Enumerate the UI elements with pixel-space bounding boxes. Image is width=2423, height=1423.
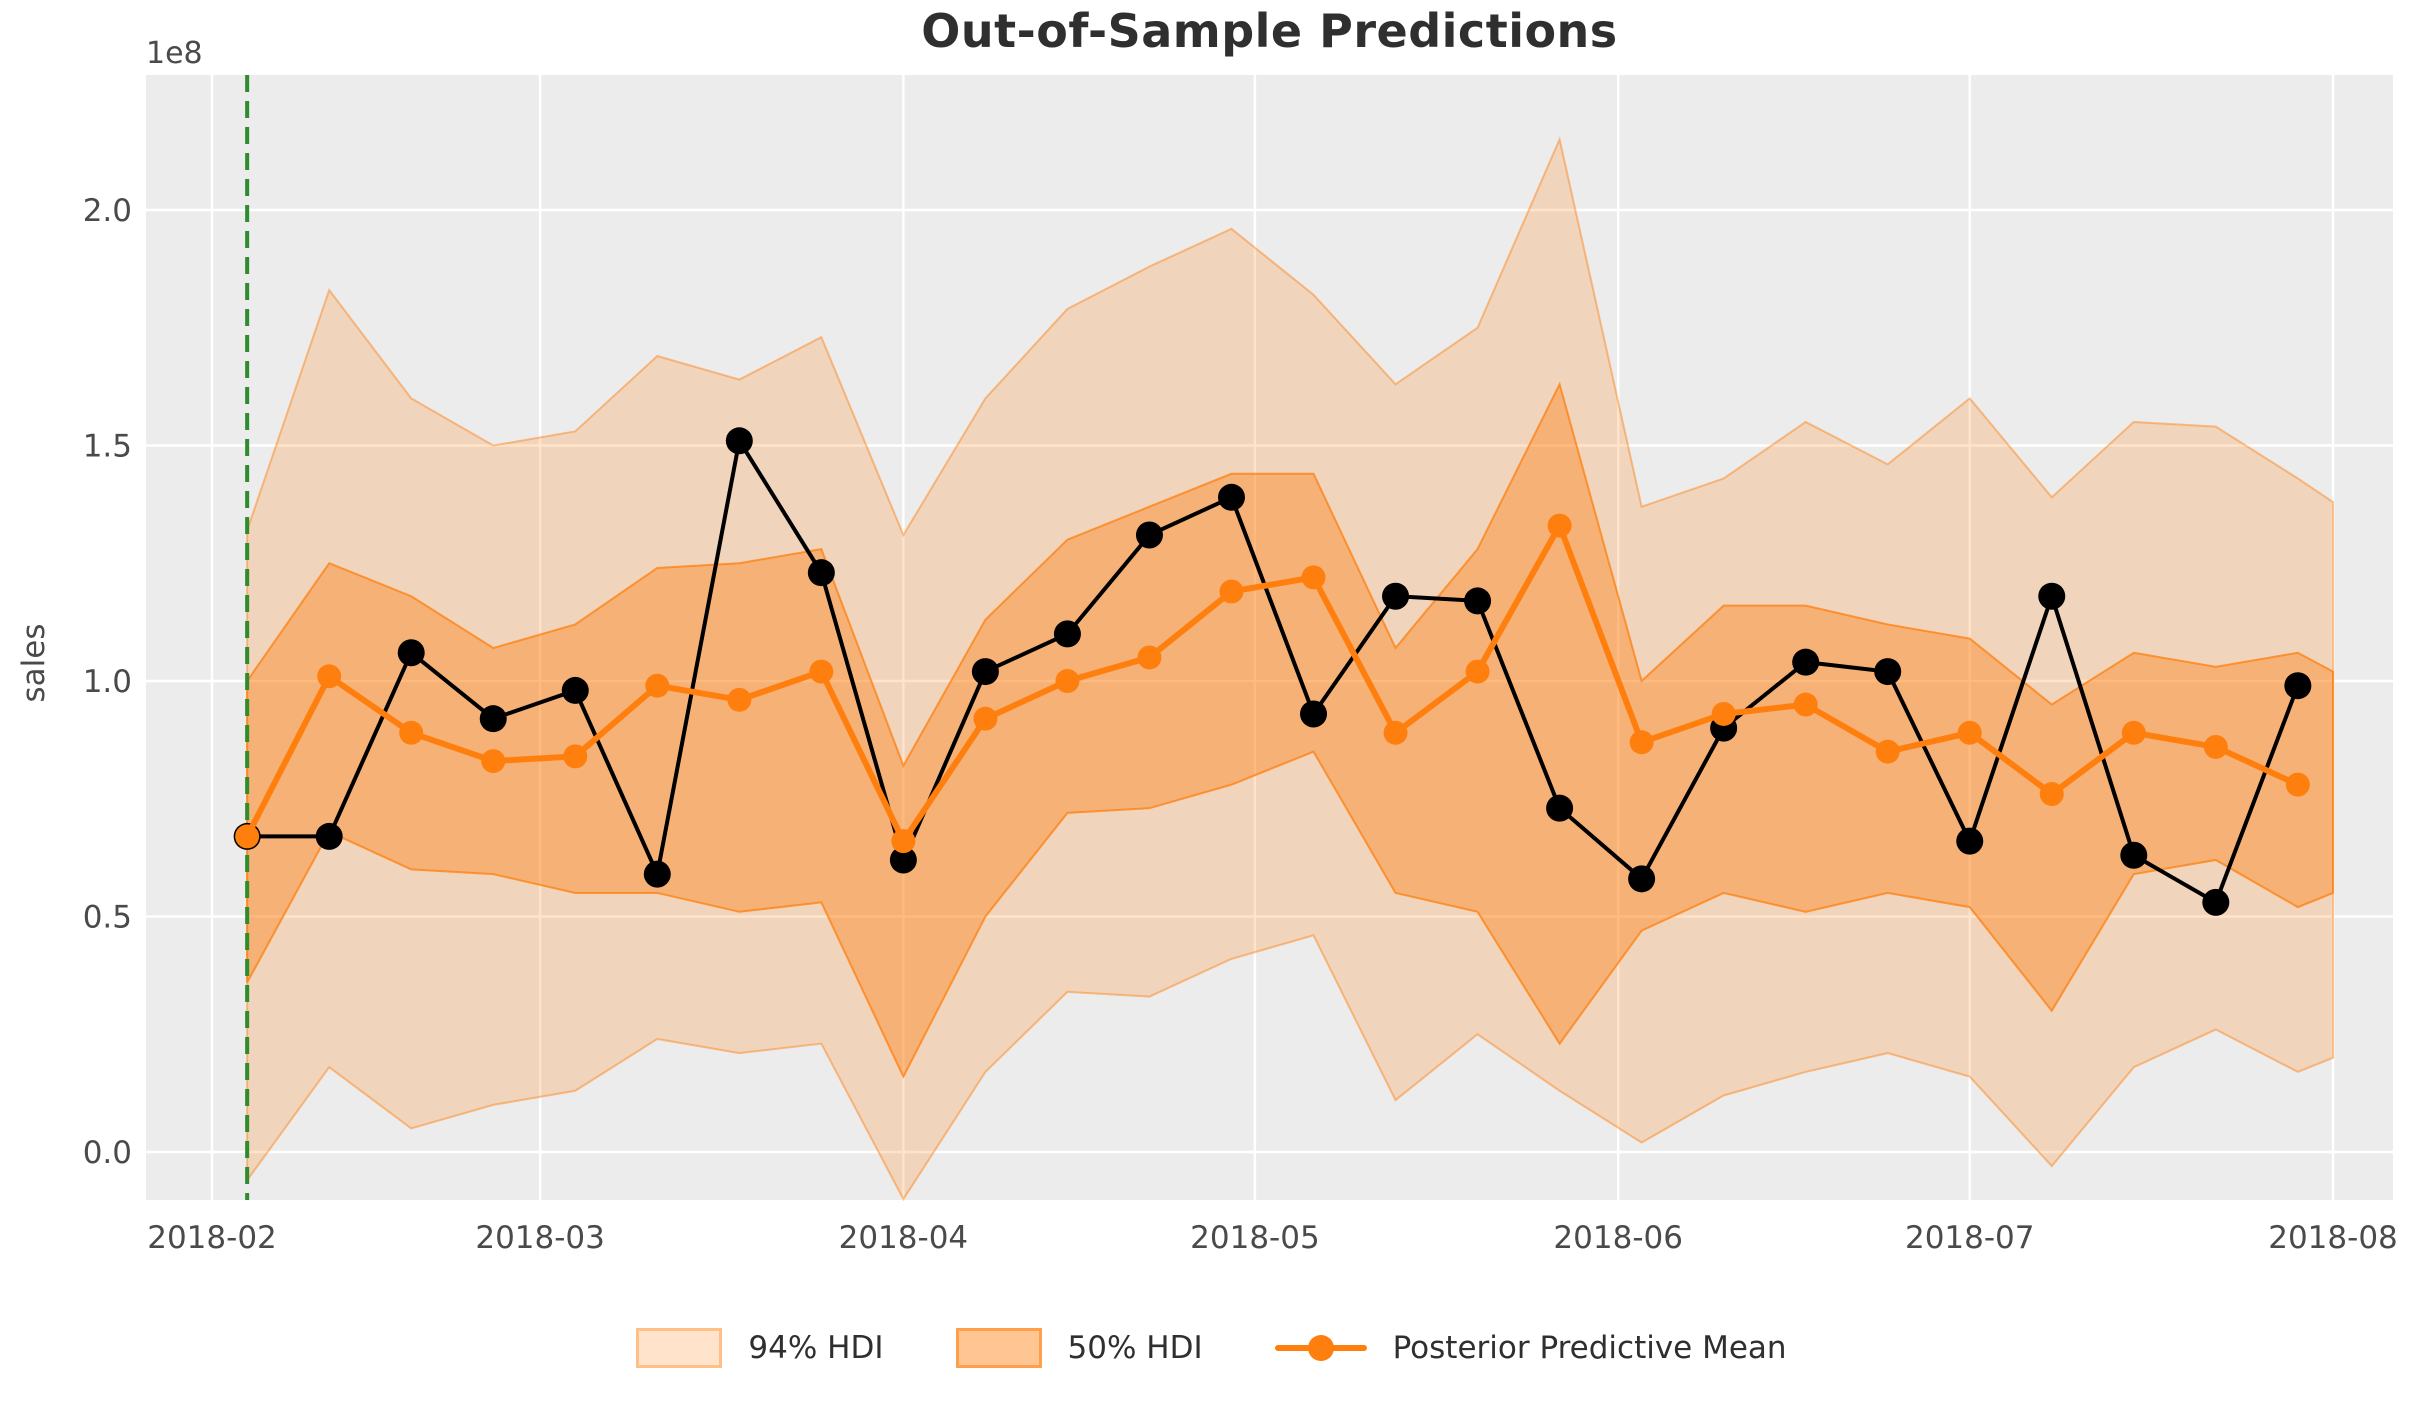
data-point-marker [2285,772,2310,797]
data-point-marker [643,860,671,888]
data-point-marker [1055,669,1080,693]
data-point-marker [1874,658,1902,686]
data-point-marker [891,829,916,854]
data-point-marker [973,706,998,731]
y-tick-label: 0.5 [83,900,132,936]
data-point-marker [2038,582,2066,610]
data-point-marker [1546,794,1574,822]
x-tick-label: 2018-04 [839,1220,969,1256]
data-point-marker [561,676,589,704]
y-tick-label: 1.0 [83,664,132,700]
data-point-marker [2203,734,2228,759]
data-point-marker [2121,720,2146,745]
data-point-marker [563,744,588,769]
data-point-marker [971,658,999,686]
data-point-marker [1219,579,1244,604]
data-point-marker [1956,827,1984,855]
data-point-marker [725,427,753,455]
data-point-marker [317,664,342,689]
data-point-marker [2039,782,2064,807]
legend-item-posterior-mean: Posterior Predictive Mean [1274,1328,1787,1368]
y-tick-label: 0.0 [83,1135,132,1171]
data-point-marker [807,559,835,587]
data-point-marker [889,846,917,874]
data-point-marker [2284,672,2312,700]
data-point-marker [1382,582,1410,610]
legend: 94% HDI 50% HDI Posterior Predictive Mea… [0,1328,2423,1368]
data-point-marker [315,822,343,850]
data-point-marker [727,687,752,712]
data-point-marker [2202,888,2230,916]
data-point-marker [1629,730,1654,755]
data-point-marker [645,673,670,698]
plot-background [146,75,2393,1200]
y-tick-label: 2.0 [83,193,132,229]
data-point-marker [2120,841,2148,869]
data-point-marker [1383,720,1408,745]
94-hdi-swatch-icon [636,1328,723,1368]
data-point-marker [1957,720,1982,745]
data-point-marker [1135,521,1163,549]
data-point-marker [481,749,506,774]
legend-label: 50% HDI [1067,1330,1203,1366]
data-point-marker [399,720,424,745]
data-point-marker [1217,483,1245,511]
series-line-observed-sales [247,438,2300,905]
posterior-mean-line-icon [1274,1328,1367,1368]
data-point-marker [235,824,260,849]
data-point-marker [1053,620,1081,648]
x-tick-label: 2018-06 [1553,1220,1683,1256]
data-point-marker [1465,659,1490,684]
data-point-marker [479,705,507,733]
data-point-marker [1301,565,1326,590]
legend-label: Posterior Predictive Mean [1392,1330,1787,1366]
data-point-marker [1547,513,1572,538]
hdi-band-94HDI [246,136,2334,1202]
50-hdi-swatch-icon [955,1328,1042,1368]
data-point-marker [1300,700,1328,728]
data-point-marker [1464,587,1492,615]
x-tick-label: 2018-07 [1905,1220,2035,1256]
hdi-band-50HDI [246,381,2334,1079]
data-point-marker [1137,645,1162,670]
x-tick-label: 2018-03 [475,1220,605,1256]
series-line-posterior-predictive-mean [244,522,2300,845]
x-tick-label: 2018-05 [1190,1220,1320,1256]
data-point-marker [1711,701,1736,726]
x-tick-label: 2018-02 [147,1220,277,1256]
y-tick-label: 1.5 [83,429,132,465]
legend-label: 94% HDI [748,1330,884,1366]
data-point-marker [1628,865,1656,893]
legend-item-94-hdi: 94% HDI [636,1328,884,1368]
data-point-marker [397,639,425,667]
y-axis-offset-text: 1e8 [146,36,203,71]
x-tick-label: 2018-08 [2268,1220,2398,1256]
chart-title: Out-of-Sample Predictions [921,4,1618,58]
legend-item-50-hdi: 50% HDI [955,1328,1203,1368]
data-point-marker [1875,739,1900,764]
data-point-marker [1793,692,1818,717]
data-point-marker [1792,648,1820,676]
data-point-marker [809,659,834,684]
